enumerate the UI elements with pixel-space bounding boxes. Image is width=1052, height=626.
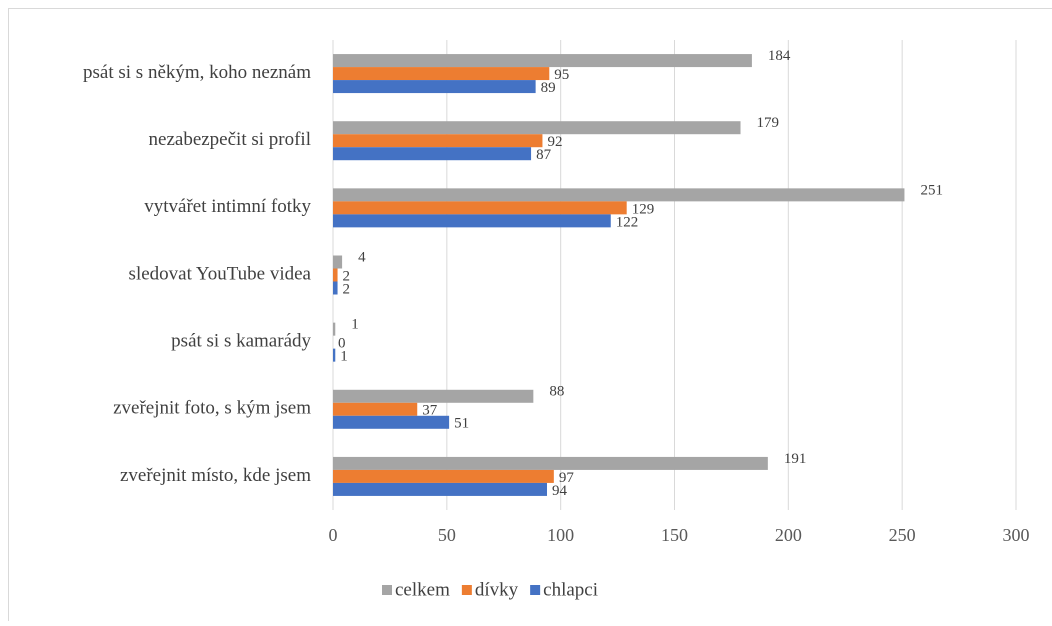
x-tick-label: 100 [547, 525, 574, 545]
value-label: 191 [784, 451, 807, 467]
x-tick-label: 250 [889, 525, 916, 545]
bar [333, 214, 611, 227]
bar [333, 269, 338, 282]
y-tick-label: vytvářet intimní fotky [144, 196, 311, 217]
legend-label: dívky [475, 579, 519, 600]
bar [333, 67, 549, 80]
bar [333, 201, 627, 214]
bar [333, 134, 542, 147]
x-tick-label: 150 [661, 525, 688, 545]
value-label: 4 [358, 249, 366, 265]
bar [333, 80, 536, 93]
value-label: 122 [616, 214, 639, 230]
x-tick-label: 0 [329, 525, 338, 545]
bar [333, 256, 342, 269]
value-label: 87 [536, 147, 552, 163]
x-tick-label: 50 [438, 525, 456, 545]
value-label: 184 [768, 48, 791, 64]
x-tick-label: 200 [775, 525, 802, 545]
y-tick-label: psát si s někým, koho neznám [83, 62, 311, 83]
legend-swatch [382, 585, 392, 595]
legend-label: celkem [395, 579, 450, 600]
bar [333, 147, 531, 160]
legend-swatch [530, 585, 540, 595]
y-tick-label: sledovat YouTube videa [129, 263, 312, 284]
value-label: 51 [454, 416, 469, 432]
bar [333, 457, 768, 470]
x-tick-label: 300 [1003, 525, 1030, 545]
bar [333, 483, 547, 496]
bar [333, 416, 449, 429]
value-label: 2 [343, 281, 351, 297]
legend-label: chlapci [543, 579, 598, 600]
bar [333, 121, 741, 134]
value-label: 1 [340, 349, 348, 365]
bar [333, 403, 417, 416]
bar [333, 470, 554, 483]
bar [333, 323, 335, 336]
value-label: 251 [920, 182, 943, 198]
bar [333, 390, 533, 403]
bar [333, 349, 335, 362]
y-tick-label: zveřejnit foto, s kým jsem [113, 398, 311, 419]
bar [333, 54, 752, 67]
value-label: 88 [549, 384, 564, 400]
value-label: 94 [552, 483, 568, 499]
value-label: 89 [541, 80, 556, 96]
value-label: 179 [757, 115, 780, 131]
bar [333, 188, 904, 201]
y-tick-label: zveřejnit místo, kde jsem [120, 465, 311, 486]
y-tick-label: nezabezpečit si profil [149, 129, 311, 150]
bar [333, 282, 338, 295]
legend-swatch [462, 585, 472, 595]
y-tick-label: psát si s kamarády [171, 331, 311, 352]
value-label: 95 [554, 67, 569, 83]
value-label: 1 [351, 317, 359, 333]
